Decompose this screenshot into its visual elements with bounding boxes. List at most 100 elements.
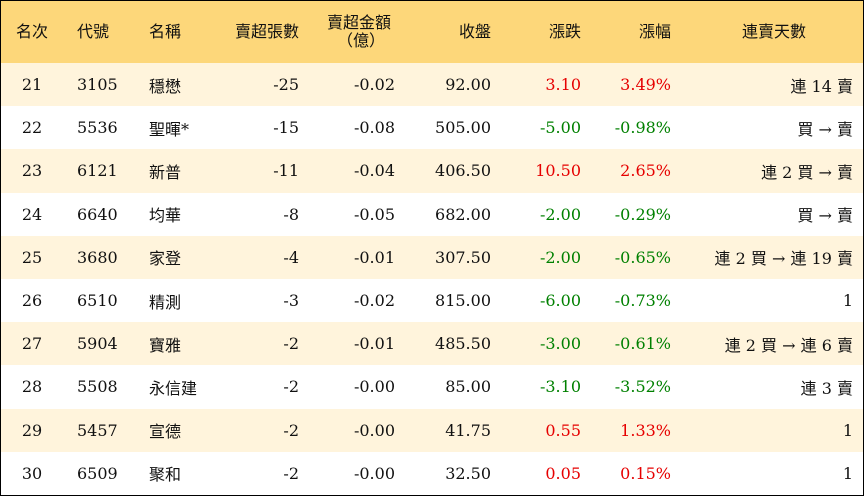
cell-rank: 21 — [21, 75, 43, 95]
cell-streak: 1 — [842, 291, 853, 311]
header-rank: 名次 — [15, 22, 48, 41]
cell-streak: 連 3 賣 — [800, 378, 853, 398]
cell-name: 聚和 — [149, 465, 182, 485]
cell-amount: -0.00 — [353, 377, 395, 397]
cell-amount: -0.01 — [353, 247, 395, 267]
cell-close: 85.00 — [445, 377, 491, 397]
cell-rank: 27 — [21, 334, 43, 354]
cell-shares: -4 — [283, 247, 299, 267]
cell-pct: 0.15% — [620, 463, 671, 483]
cell-rank: 24 — [21, 204, 43, 224]
cell-pct: -0.61% — [614, 334, 671, 354]
cell-change: 0.55 — [545, 420, 581, 440]
cell-change: 3.10 — [545, 75, 581, 95]
cell-change: -5.00 — [539, 118, 581, 138]
cell-streak: 1 — [842, 420, 853, 440]
header-shares: 賣超張數 — [234, 22, 299, 41]
header-amount-line1: 賣超金額 — [326, 13, 391, 32]
cell-streak: 1 — [842, 463, 853, 483]
cell-pct: 2.65% — [620, 161, 671, 181]
cell-close: 682.00 — [435, 204, 491, 224]
table-row: 28 5508 永信建 -2 -0.00 85.00 -3.10 -3.52% 連 3 賣 — [1, 365, 863, 409]
cell-close: 41.75 — [445, 420, 491, 440]
cell-change: 0.05 — [545, 463, 581, 483]
cell-code: 3680 — [77, 247, 118, 267]
table-row: 23 6121 新普 -11 -0.04 406.50 10.50 2.65% 連 2 買 → … — [1, 149, 863, 193]
cell-code: 6509 — [77, 463, 118, 483]
table-row: 26 6510 精測 -3 -0.02 815.00 -6.00 -0.73% 1 — [1, 278, 863, 323]
cell-close: 406.50 — [435, 161, 491, 181]
cell-close: 307.50 — [435, 247, 491, 267]
cell-amount: -0.05 — [353, 204, 395, 224]
cell-rank: 26 — [21, 291, 43, 311]
cell-streak: 買 → 賣 — [797, 119, 853, 139]
cell-name: 寶雅 — [149, 335, 182, 355]
header-pct: 漲幅 — [638, 22, 671, 41]
cell-code: 5536 — [77, 118, 118, 138]
cell-change: -2.00 — [539, 204, 581, 224]
table-row: 29 5457 宣德 -2 -0.00 41.75 0.55 1.33% 1 — [1, 408, 863, 452]
cell-shares: -3 — [283, 291, 299, 311]
cell-code: 6640 — [77, 204, 118, 224]
cell-amount: -0.02 — [353, 291, 395, 311]
table-row: 30 6509 聚和 -2 -0.00 32.50 0.05 0.15% 1 — [1, 451, 863, 495]
table-row: 25 3680 家登 -4 -0.01 307.50 -2.00 -0.65% 連 2 買 → … — [1, 235, 863, 279]
cell-pct: -0.65% — [614, 247, 671, 267]
cell-amount: -0.00 — [353, 420, 395, 440]
cell-change: -3.10 — [539, 377, 581, 397]
cell-streak: 連 2 買 → 連 19 賣 — [714, 249, 853, 269]
cell-code: 3105 — [77, 75, 118, 95]
cell-close: 815.00 — [435, 291, 491, 311]
cell-code: 5904 — [77, 334, 118, 354]
cell-name: 新普 — [149, 162, 182, 182]
cell-name: 聖暉* — [149, 119, 190, 139]
cell-rank: 30 — [21, 463, 43, 483]
cell-rank: 28 — [21, 377, 43, 397]
cell-shares: -2 — [283, 463, 299, 483]
cell-pct: -0.73% — [614, 291, 671, 311]
cell-change: -6.00 — [539, 291, 581, 311]
cell-name: 永信建 — [149, 378, 198, 398]
header-change: 漲跌 — [548, 22, 581, 41]
cell-amount: -0.02 — [353, 75, 395, 95]
cell-close: 92.00 — [445, 75, 491, 95]
cell-rank: 25 — [21, 247, 43, 267]
cell-shares: -25 — [273, 75, 299, 95]
cell-name: 宣德 — [149, 422, 182, 442]
cell-code: 5457 — [77, 420, 118, 440]
cell-close: 485.50 — [435, 334, 491, 354]
cell-name: 精測 — [149, 292, 182, 312]
cell-rank: 22 — [21, 118, 43, 138]
table-row: 27 5904 寶雅 -2 -0.01 485.50 -3.00 -0.61% 連 2 買 → … — [1, 322, 863, 366]
cell-pct: -3.52% — [614, 377, 671, 397]
header-name: 名稱 — [149, 22, 182, 41]
cell-shares: -2 — [283, 334, 299, 354]
table-row: 21 3105 穩懋 -25 -0.02 92.00 3.10 3.49% 連 14 賣 — [1, 63, 863, 107]
cell-rank: 29 — [21, 420, 43, 440]
cell-name: 穩懋 — [149, 76, 182, 96]
cell-pct: -0.98% — [614, 118, 671, 138]
cell-name: 均華 — [149, 206, 182, 226]
header-close: 收盤 — [458, 22, 491, 41]
cell-shares: -2 — [283, 377, 299, 397]
header-streak: 連賣天數 — [741, 22, 806, 41]
cell-amount: -0.08 — [353, 118, 395, 138]
cell-streak: 買 → 賣 — [797, 206, 853, 226]
cell-code: 6510 — [77, 291, 118, 311]
cell-streak: 連 2 買 → 連 6 賣 — [724, 335, 853, 355]
cell-shares: -11 — [273, 161, 299, 181]
cell-pct: 3.49% — [620, 75, 671, 95]
cell-amount: -0.00 — [353, 463, 395, 483]
header-row: 名次 代號 名稱 賣超張數 賣超金額 （億） 收盤 漲跌 漲幅 連賣天數 — [1, 1, 863, 63]
cell-streak: 連 14 賣 — [790, 76, 853, 96]
cell-streak: 連 2 買 → 賣 — [761, 162, 853, 182]
cell-change: -2.00 — [539, 247, 581, 267]
cell-change: 10.50 — [535, 161, 581, 181]
cell-amount: -0.01 — [353, 334, 395, 354]
cell-pct: -0.29% — [614, 204, 671, 224]
cell-name: 家登 — [149, 249, 182, 269]
table-row: 22 5536 聖暉* -15 -0.08 505.00 -5.00 -0.98% 買 → 賣 — [1, 106, 863, 150]
table-row: 24 6640 均華 -8 -0.05 682.00 -2.00 -0.29% 買 → 賣 — [1, 192, 863, 236]
